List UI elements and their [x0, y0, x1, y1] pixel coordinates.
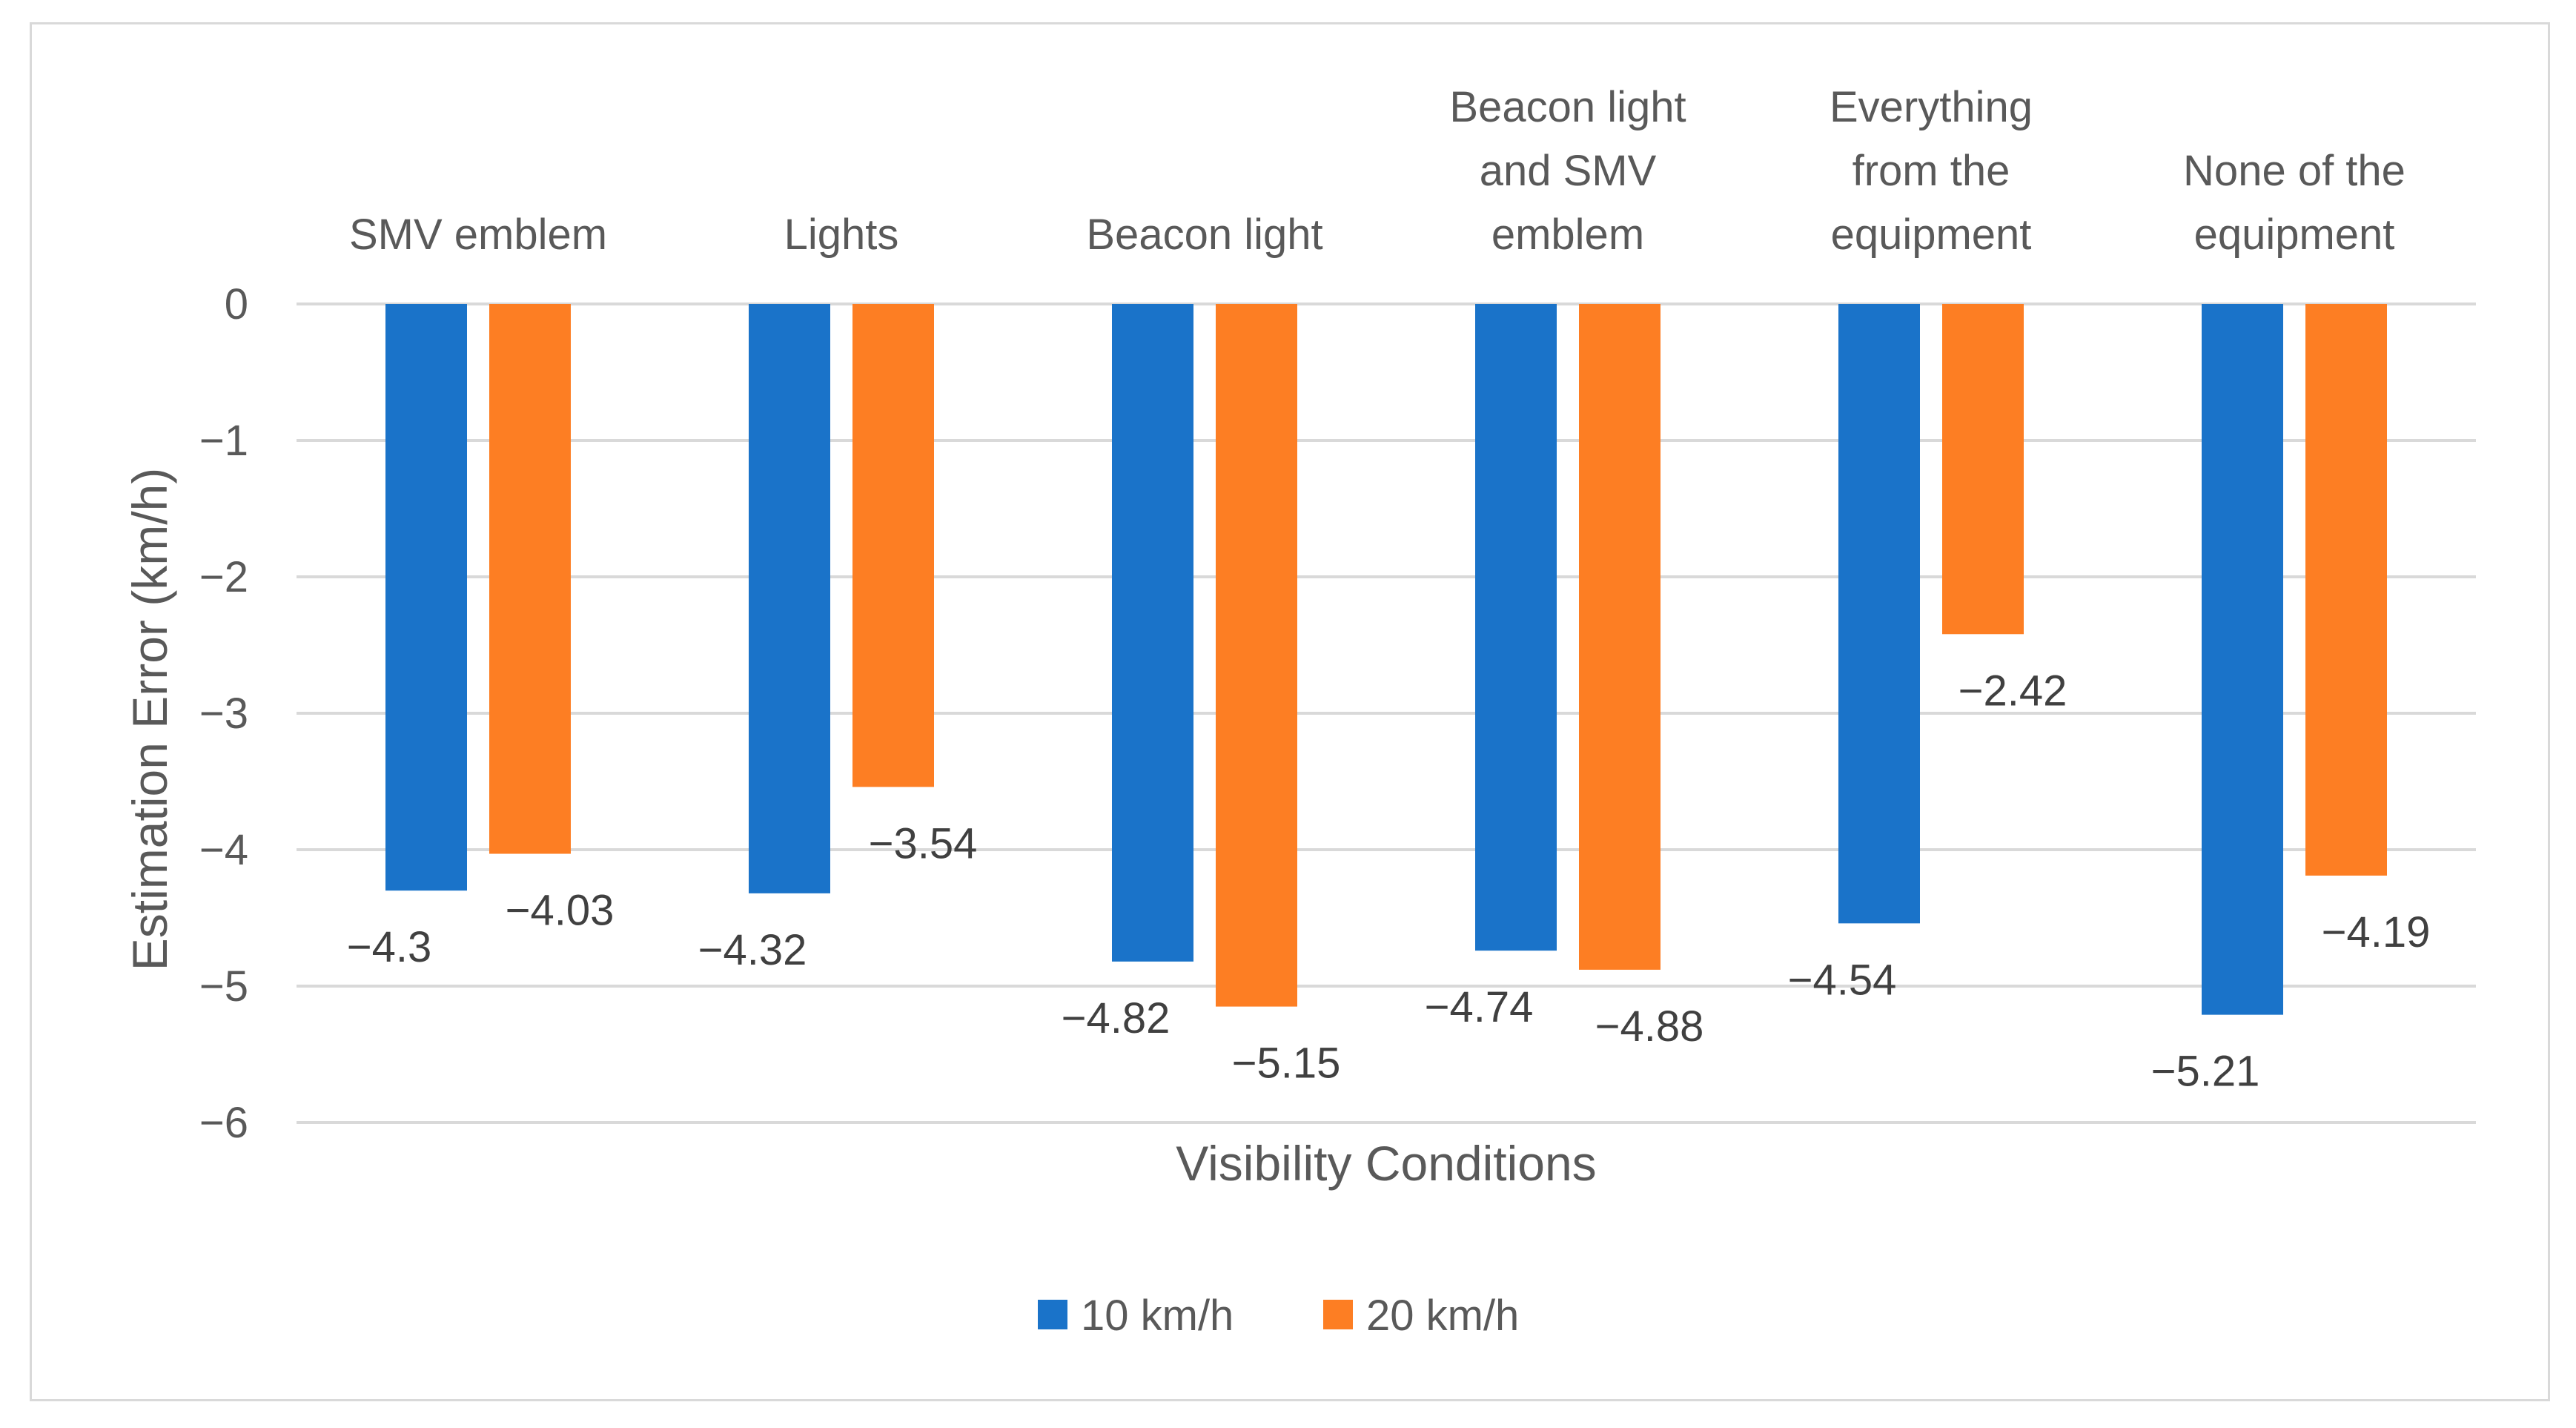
bar-10kmh [749, 304, 830, 893]
data-label: −5.15 [1232, 1039, 1341, 1088]
bar-20kmh [489, 304, 571, 854]
data-label: −4.32 [698, 926, 807, 974]
data-label: −4.54 [1788, 956, 1897, 1004]
bar-20kmh [852, 304, 934, 787]
bar-10kmh [1838, 304, 1920, 924]
data-label: −5.21 [2151, 1048, 2260, 1096]
category-label: SMV emblem [349, 211, 607, 259]
data-label: −2.42 [1959, 667, 2067, 715]
bar-10kmh [385, 304, 467, 891]
data-label: −4.82 [1062, 994, 1171, 1042]
y-axis-title: Estimation Error (km/h) [122, 468, 177, 971]
category-label: Beacon light and SMV emblem [1449, 83, 1686, 259]
gridlines [297, 303, 2476, 1124]
y-tick-label: 0 [225, 280, 248, 328]
bar-10kmh [1112, 304, 1193, 962]
bar-20kmh [1216, 304, 1297, 1007]
bar-20kmh [2305, 304, 2387, 876]
category-label: Beacon light [1086, 211, 1322, 259]
category-label: None of the equipment [2183, 147, 2406, 259]
bar-20kmh [1579, 304, 1661, 970]
legend-swatch [1038, 1300, 1067, 1329]
legend-swatch [1323, 1300, 1353, 1329]
data-label: −4.74 [1425, 983, 1534, 1031]
data-labels: −4.3 −4.32 −4.82 −4.74 −4.54 −5.21 −4.03 −3.54 −… [347, 667, 2431, 1095]
category-label: Everything from the equipment [1830, 83, 2033, 259]
bar-10kmh [2202, 304, 2283, 1015]
category-labels: SMV emblem Lights Beacon light Beacon light… [349, 83, 2406, 259]
y-tick-label: −3 [199, 690, 248, 738]
y-tick-label: −5 [199, 962, 248, 1011]
x-axis-title: Visibility Conditions [1176, 1136, 1596, 1191]
data-label: −3.54 [869, 819, 978, 867]
legend-label: 10 km/h [1081, 1292, 1234, 1340]
bars [385, 304, 2387, 1015]
y-axis-ticks: 0 −1 −2 −3 −4 −5 −6 [199, 280, 248, 1147]
data-label: −4.88 [1595, 1002, 1704, 1051]
data-label: −4.19 [2322, 908, 2431, 956]
data-label: −4.03 [506, 887, 615, 935]
y-tick-label: −1 [199, 417, 248, 465]
category-label: Lights [784, 211, 899, 259]
data-label: −4.3 [347, 923, 432, 971]
bar-10kmh [1475, 304, 1557, 951]
y-tick-label: −6 [199, 1099, 248, 1147]
bar-20kmh [1942, 304, 2024, 635]
legend: 10 km/h 20 km/h [1038, 1292, 1519, 1340]
y-tick-label: −4 [199, 826, 248, 874]
legend-label: 20 km/h [1366, 1292, 1519, 1340]
y-tick-label: −2 [199, 553, 248, 601]
